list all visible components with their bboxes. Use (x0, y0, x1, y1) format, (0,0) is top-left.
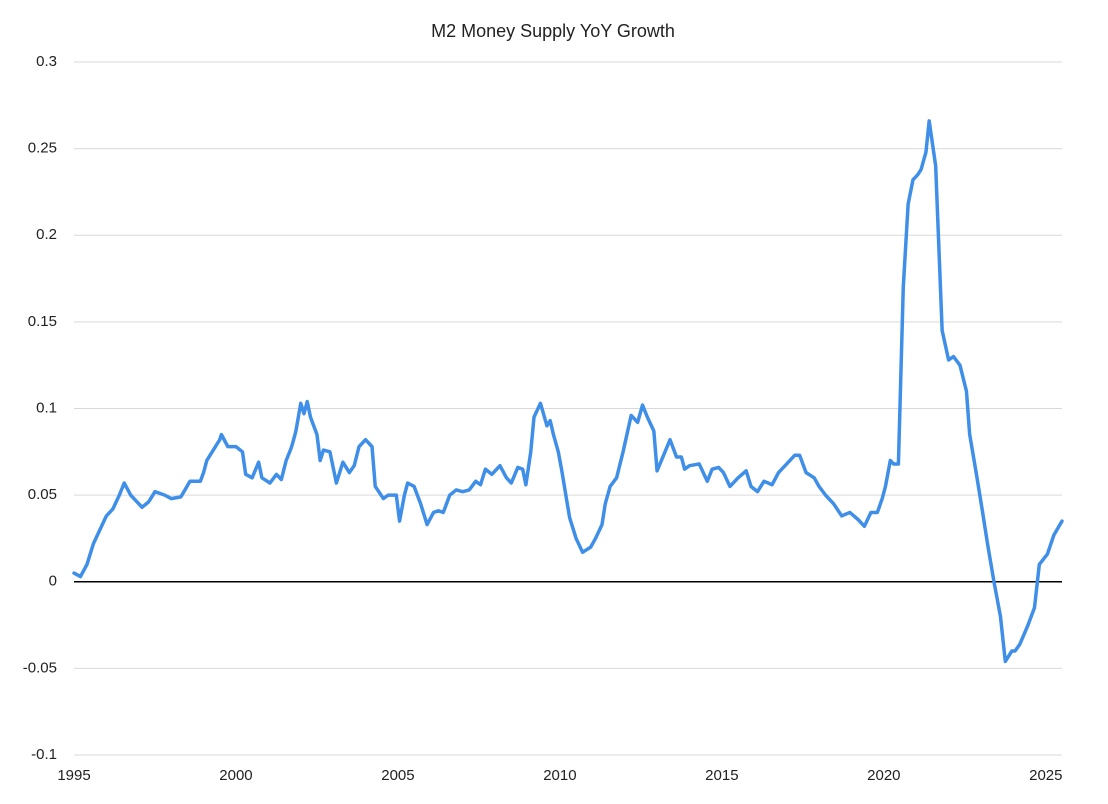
data-line (72, 119, 1064, 664)
chart-title: M2 Money Supply YoY Growth (431, 21, 675, 41)
x-tick-label: 2015 (705, 767, 738, 784)
y-tick-label: 0.05 (28, 486, 57, 503)
y-tick-label: -0.1 (31, 746, 57, 763)
x-tick-label: 2025 (1029, 767, 1062, 784)
x-tick-label: 2005 (381, 767, 414, 784)
x-tick-label: 1995 (57, 767, 90, 784)
y-tick-label: 0.1 (36, 399, 57, 416)
y-tick-label: 0.2 (36, 226, 57, 243)
y-tick-label: 0.15 (28, 313, 57, 330)
x-tick-label: 2010 (543, 767, 576, 784)
x-tick-label: 2020 (867, 767, 900, 784)
y-tick-label: 0 (49, 573, 57, 590)
y-tick-label: -0.05 (23, 659, 57, 676)
x-tick-label: 2000 (219, 767, 252, 784)
y-tick-label: 0.3 (36, 53, 57, 70)
y-tick-label: 0.25 (28, 140, 57, 157)
